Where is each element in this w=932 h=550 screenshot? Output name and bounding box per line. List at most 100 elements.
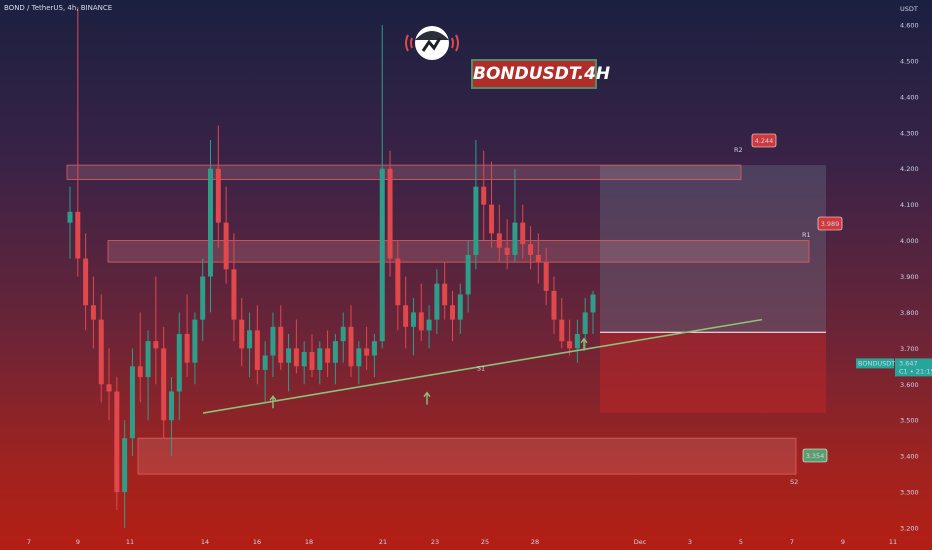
candle-body xyxy=(122,438,128,493)
x-tick-label: 9 xyxy=(76,538,80,546)
candle-body xyxy=(293,348,299,367)
candle-body xyxy=(551,290,557,320)
candle-body xyxy=(215,168,221,223)
candle-body xyxy=(67,211,73,223)
candle-body xyxy=(590,294,596,313)
candle-body xyxy=(348,326,354,367)
candle-body xyxy=(270,326,276,356)
candle-body xyxy=(90,305,96,320)
candle-body xyxy=(309,351,315,370)
y-tick-label: 4.400 xyxy=(900,93,919,101)
candle-body xyxy=(442,283,448,306)
candle-body xyxy=(137,366,143,378)
current-price-value: 3.647 xyxy=(899,359,918,367)
y-tick-label: 4.100 xyxy=(900,201,919,209)
x-tick-label: 16 xyxy=(253,538,261,546)
x-tick-label: 9 xyxy=(841,538,845,546)
candle-body xyxy=(410,312,416,327)
x-tick-label: 14 xyxy=(201,538,209,546)
level-value: 4.244 xyxy=(755,137,774,145)
candle-body xyxy=(317,348,323,370)
y-tick-label: 4.000 xyxy=(900,237,919,245)
support-trendline xyxy=(202,318,763,414)
candle-body xyxy=(106,384,112,392)
candle-body xyxy=(567,341,573,349)
candle-body xyxy=(301,351,307,367)
candle-body xyxy=(75,211,81,259)
face-logo-icon xyxy=(404,18,460,68)
candle-body xyxy=(223,222,229,270)
x-tick-label: 28 xyxy=(531,538,539,546)
y-tick-label: 4.600 xyxy=(900,22,919,30)
candle-body xyxy=(481,186,487,205)
candle-body xyxy=(83,258,89,306)
candle-body xyxy=(145,341,151,378)
trendline-label: S1 xyxy=(477,365,485,373)
candle-body xyxy=(528,244,534,255)
candle-body xyxy=(371,341,377,356)
x-tick-label: Dec xyxy=(634,538,647,546)
x-tick-label: 7 xyxy=(27,538,31,546)
candle-body xyxy=(239,319,245,349)
projection-lower-zone xyxy=(600,332,826,414)
candle-body xyxy=(418,312,424,331)
candle-body xyxy=(168,391,174,421)
level-name: R2 xyxy=(734,146,743,154)
candle-body xyxy=(473,186,479,255)
x-tick-label: 23 xyxy=(431,538,439,546)
y-tick-label: 3.800 xyxy=(900,309,919,317)
candle-body xyxy=(192,319,198,363)
candle-body xyxy=(543,262,549,291)
candle-body xyxy=(535,254,541,263)
x-tick-label: 18 xyxy=(305,538,313,546)
candle-body xyxy=(231,269,237,320)
y-tick-label: 3.500 xyxy=(900,417,919,425)
candle-body xyxy=(403,305,409,327)
candle-body xyxy=(184,333,190,363)
candle-body xyxy=(114,391,120,493)
candle-body xyxy=(512,222,518,255)
y-axis-unit: USDT xyxy=(900,5,918,13)
x-tick-label: 3 xyxy=(688,538,692,546)
x-tick-label: 11 xyxy=(889,538,897,546)
candle-body xyxy=(559,319,565,342)
y-tick-label: 3.900 xyxy=(900,273,919,281)
candle-body xyxy=(262,355,268,370)
candle-body xyxy=(504,247,510,255)
level-value-tag xyxy=(751,133,777,148)
level-name: S2 xyxy=(790,478,798,486)
y-tick-label: 3.200 xyxy=(900,525,919,533)
x-tick-label: 7 xyxy=(790,538,794,546)
candle-body xyxy=(496,233,502,248)
level-name: R1 xyxy=(802,231,811,239)
y-tick-label: 3.700 xyxy=(900,345,919,353)
candle-body xyxy=(434,283,440,320)
candle-body xyxy=(278,326,284,363)
candle-body xyxy=(153,341,159,349)
chart-title-box: BONDUSDT.4H xyxy=(471,59,610,89)
x-tick-label: 11 xyxy=(126,538,134,546)
candle-body xyxy=(379,168,385,342)
candle-body xyxy=(176,333,182,392)
symbol-tag-label: BONDUSDT xyxy=(858,359,895,367)
candle-body xyxy=(395,258,401,306)
candle-body xyxy=(426,319,432,331)
candle-body xyxy=(356,348,362,367)
candle-body xyxy=(325,348,331,363)
candle-body xyxy=(387,168,393,259)
candle-body xyxy=(457,294,463,320)
y-tick-label: 4.500 xyxy=(900,57,919,65)
candle-body xyxy=(574,333,580,349)
candle-body xyxy=(200,276,206,320)
level-zone-s2 xyxy=(137,437,797,475)
bar-countdown: C1 ∙ 21:15 xyxy=(899,367,932,375)
level-value: 3.354 xyxy=(806,452,825,460)
candle-body xyxy=(286,348,292,363)
candle-body xyxy=(340,326,346,342)
candle-body xyxy=(332,341,338,363)
candle-body xyxy=(208,168,214,277)
x-tick-label: 25 xyxy=(481,538,489,546)
candle-body xyxy=(465,254,471,295)
